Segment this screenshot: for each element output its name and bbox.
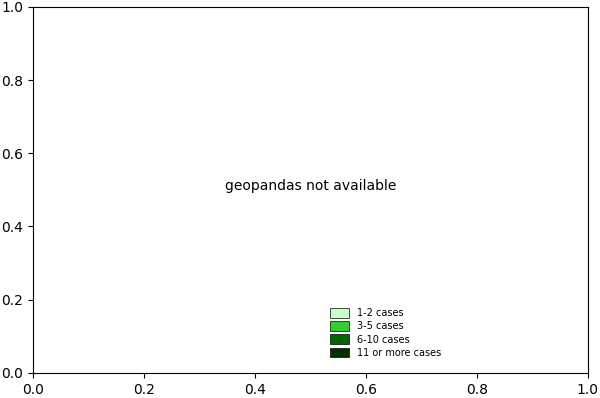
Legend: 1-2 cases, 3-5 cases, 6-10 cases, 11 or more cases: 1-2 cases, 3-5 cases, 6-10 cases, 11 or …	[327, 305, 444, 361]
Text: geopandas not available: geopandas not available	[224, 179, 396, 193]
